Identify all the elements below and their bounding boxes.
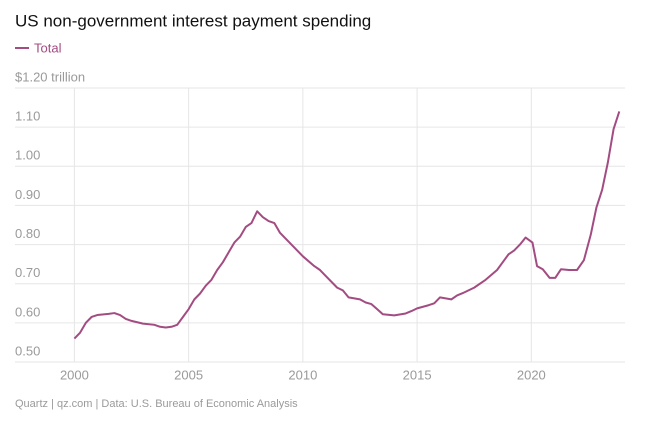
y-tick-label: 1.00 (15, 148, 40, 163)
legend-label: Total (34, 40, 62, 55)
x-tick-label: 2000 (60, 367, 89, 382)
y-tick-label: 0.50 (15, 343, 40, 358)
x-tick-label: 2005 (174, 367, 203, 382)
x-tick-label: 2015 (403, 367, 432, 382)
y-tick-label: 0.90 (15, 187, 40, 202)
series-line (73, 111, 621, 340)
y-tick-label: 1.10 (15, 109, 40, 124)
y-tick-label: 0.80 (15, 226, 40, 241)
y-tick-label: 0.70 (15, 265, 40, 280)
x-tick-label: 2010 (288, 367, 317, 382)
source: Quartz | qz.com | Data: U.S. Bureau of E… (15, 398, 298, 410)
y-tick-label: $1.20 trillion (15, 69, 85, 84)
y-tick-label: 0.60 (15, 304, 40, 319)
x-tick-label: 2020 (517, 367, 546, 382)
chart-title: US non-government interest payment spend… (15, 11, 371, 30)
